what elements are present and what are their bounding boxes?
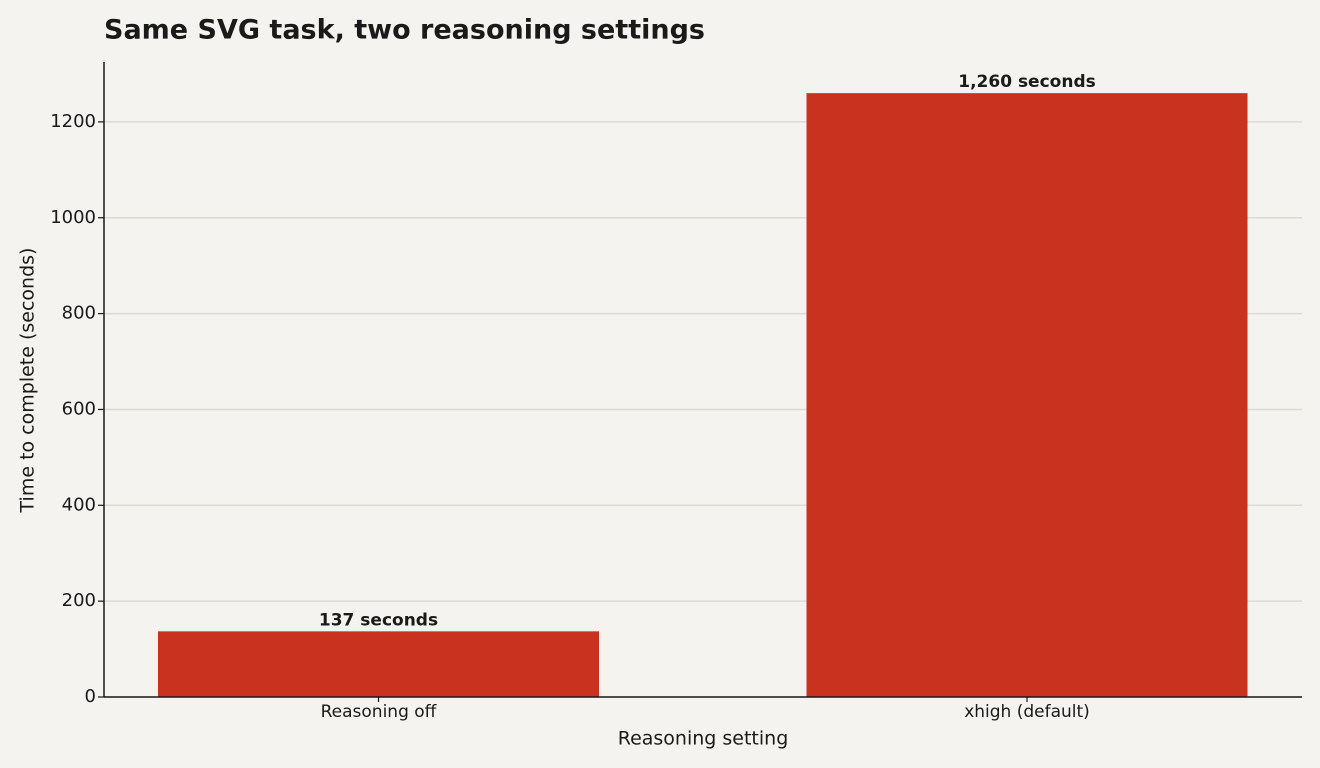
y-tick-label: 0 bbox=[85, 686, 96, 707]
value-label: 137 seconds bbox=[319, 610, 438, 630]
value-label: 1,260 seconds bbox=[958, 72, 1096, 92]
x-tick-label: xhigh (default) bbox=[964, 702, 1090, 722]
bar bbox=[158, 631, 599, 697]
y-tick-label: 600 bbox=[62, 398, 96, 419]
y-tick-label: 800 bbox=[62, 303, 96, 324]
y-tick-label: 400 bbox=[62, 494, 96, 515]
y-tick-label: 200 bbox=[62, 590, 96, 611]
x-axis-label: Reasoning setting bbox=[618, 728, 789, 750]
y-tick-label: 1200 bbox=[50, 111, 96, 132]
y-axis-label: Time to complete (seconds) bbox=[17, 248, 39, 514]
chart-title: Same SVG task, two reasoning settings bbox=[104, 15, 705, 46]
y-tick-label: 1000 bbox=[50, 207, 96, 228]
bar bbox=[806, 93, 1248, 697]
x-tick-label: Reasoning off bbox=[321, 702, 438, 722]
